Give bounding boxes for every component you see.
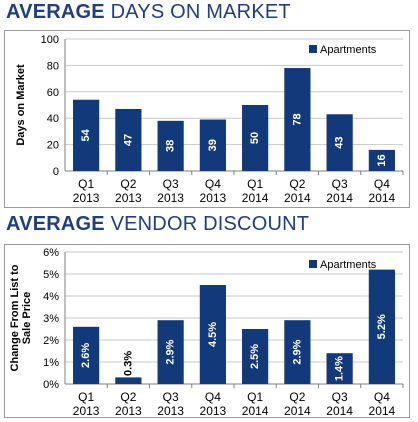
chart1-data-label: 78 xyxy=(291,113,303,125)
chart2-data-label: 2.9% xyxy=(291,339,303,364)
chart1-ytick-label: 40 xyxy=(47,113,59,125)
chart1-bar xyxy=(115,108,142,171)
chart2-xtick-label: 2014 xyxy=(326,404,353,418)
chart1-bar xyxy=(199,119,226,171)
chart1-xtick-label: 2013 xyxy=(73,191,100,205)
chart1-bar xyxy=(368,149,395,171)
chart2-data-label: 2.9% xyxy=(165,339,177,364)
chart2-bar xyxy=(199,285,226,384)
chart2-bar xyxy=(115,377,142,384)
chart1-xtick-label: Q2 xyxy=(289,177,305,191)
chart2-xtick-label: 2013 xyxy=(73,404,100,418)
chart1-ytick-label: 80 xyxy=(47,60,59,72)
chart1-xtick-label: 2013 xyxy=(157,191,184,205)
chart1-legend-label: Apartments xyxy=(320,44,377,56)
chart1-title: AVERAGE DAYS ON MARKET xyxy=(6,1,291,24)
chart2-xtick-label: Q1 xyxy=(78,390,94,404)
chart1-title-bold: AVERAGE xyxy=(6,1,105,23)
chart2-ylabel: Sale Price xyxy=(21,292,33,345)
chart1-xtick-label: 2014 xyxy=(369,191,396,205)
chart2-data-label: 2.6% xyxy=(80,343,92,368)
chart2-ytick-label: 2% xyxy=(43,335,59,347)
chart1-xtick-label: Q4 xyxy=(205,177,221,191)
chart2-ytick-label: 1% xyxy=(43,357,59,369)
chart1-xtick-label: Q4 xyxy=(374,177,390,191)
chart1-data-label: 39 xyxy=(207,139,219,151)
chart1-bar xyxy=(284,68,311,171)
chart2-data-label: 1.4% xyxy=(334,356,346,381)
chart2-xtick-label: Q3 xyxy=(332,390,348,404)
chart2-bar xyxy=(242,329,269,384)
chart1-bar xyxy=(73,99,100,171)
chart2-data-label: 5.2% xyxy=(376,314,388,339)
chart2-bar xyxy=(73,326,100,384)
chart1-xtick-label: Q1 xyxy=(78,177,94,191)
chart2-title-rest: VENDOR DISCOUNT xyxy=(104,213,310,235)
chart1-bar xyxy=(326,114,353,171)
chart1-data-label: 50 xyxy=(249,132,261,144)
chart1-ytick-label: 20 xyxy=(47,140,59,152)
chart2-data-label: 2.5% xyxy=(249,344,261,369)
chart1-xtick-label: 2014 xyxy=(284,191,311,205)
chart1-xtick-label: Q1 xyxy=(247,177,263,191)
chart1-frame: 0 20 40 60 80 100 Days on Market 54 Q1 2013 47 Q2 20… xyxy=(4,30,410,208)
chart1-data-label: 47 xyxy=(122,134,134,146)
chart2-frame: 0% 1% 2% 3% 4% 5% 6% Change From List to Sale Pr… xyxy=(4,244,410,418)
chart1-ylabel: Days on Market xyxy=(15,64,27,146)
chart1-data-label: 43 xyxy=(334,136,346,148)
chart1-xtick-label: Q3 xyxy=(332,177,348,191)
chart2-xtick-label: 2013 xyxy=(115,404,142,418)
chart1-data-label: 38 xyxy=(165,140,177,152)
chart1-xtick-label: 2013 xyxy=(200,191,227,205)
chart1-xtick-label: Q3 xyxy=(163,177,179,191)
chart1-xtick-label: 2013 xyxy=(115,191,142,205)
chart1-title-rest: DAYS ON MARKET xyxy=(104,1,291,23)
chart1-bar xyxy=(157,120,184,171)
chart1-ytick-label: 60 xyxy=(47,87,59,99)
chart2-ytick-label: 6% xyxy=(43,247,59,259)
chart1-data-label: 16 xyxy=(376,154,388,166)
chart2-xtick-label: Q4 xyxy=(374,390,390,404)
chart1-ytick-label: 0 xyxy=(53,166,59,178)
chart1-xtick-label: 2014 xyxy=(242,191,269,205)
chart2-xtick-label: Q3 xyxy=(163,390,179,404)
chart2-bar xyxy=(284,320,311,384)
vendor-discount-chart: 0% 1% 2% 3% 4% 5% 6% Change From List to Sale Pr… xyxy=(9,247,404,418)
chart2-bar xyxy=(368,269,395,384)
chart2-xtick-label: 2014 xyxy=(369,404,396,418)
chart2-ylabel: Change From List to xyxy=(9,264,21,371)
chart2-bar xyxy=(157,320,184,384)
chart2-data-label: 0.3% xyxy=(122,351,134,376)
chart1-data-label: 54 xyxy=(80,128,92,141)
chart2-data-label: 4.5% xyxy=(207,322,219,347)
chart1-xtick-label: 2014 xyxy=(326,191,353,205)
chart2-xtick-label: Q1 xyxy=(247,390,263,404)
chart2-xtick-label: 2013 xyxy=(157,404,184,418)
chart2-xtick-label: Q4 xyxy=(205,390,221,404)
chart2-ytick-label: 4% xyxy=(43,291,59,303)
chart2-xtick-label: 2014 xyxy=(242,404,269,418)
chart2-xtick-label: 2014 xyxy=(284,404,311,418)
chart2-ytick-label: 3% xyxy=(43,313,59,325)
chart2-xtick-label: Q2 xyxy=(120,390,136,404)
chart2-ytick-label: 0% xyxy=(43,379,59,391)
chart1-bar xyxy=(242,105,269,171)
chart2-legend-swatch xyxy=(309,260,317,268)
chart1-xtick-label: Q2 xyxy=(120,177,136,191)
chart2-xtick-label: 2013 xyxy=(200,404,227,418)
chart2-ytick-label: 5% xyxy=(43,269,59,281)
chart1-ytick-label: 100 xyxy=(41,34,59,46)
chart2-bar xyxy=(326,353,353,384)
chart1-legend-swatch xyxy=(309,45,317,53)
chart2-title-bold: AVERAGE xyxy=(6,213,105,235)
chart2-title: AVERAGE VENDOR DISCOUNT xyxy=(6,213,309,236)
chart2-xtick-label: Q2 xyxy=(289,390,305,404)
chart2-legend-label: Apartments xyxy=(320,259,377,271)
